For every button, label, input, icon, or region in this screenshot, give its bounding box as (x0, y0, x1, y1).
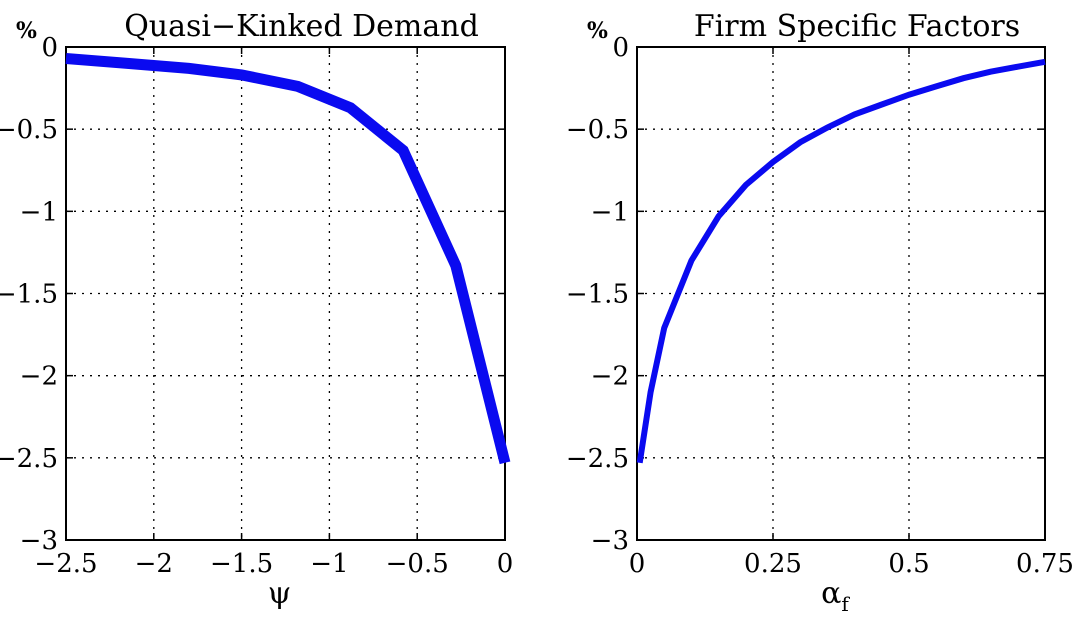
x-axis-label-main: ψ (268, 576, 292, 611)
y-tick-labels: 0 −0.5 −1 −1.5 −2 −2.5 −3 (566, 33, 629, 556)
series-layer (636, 58, 1046, 464)
unit-label: % (587, 18, 608, 44)
y-tick-label: 0 (612, 33, 629, 63)
series-line (636, 58, 1046, 464)
y-tick-label: −0.5 (0, 115, 58, 145)
y-tick-label: −1.5 (566, 280, 629, 310)
grid-lines (66, 47, 505, 540)
x-tick-labels: −2.5 −2 −1.5 −1 −0.5 0 (34, 549, 513, 579)
x-tick-label: −2.5 (34, 549, 97, 579)
x-tick-label: −1 (310, 549, 348, 579)
y-tick-label: −2.5 (566, 444, 629, 474)
x-tick-label: 0 (497, 549, 514, 579)
series-line (65, 53, 511, 465)
y-tick-label: 0 (41, 33, 58, 63)
y-tick-label: −3 (20, 526, 58, 556)
chart-panel-quasi-kinked-demand: 0−0.5−1−1.5−2−2.5−3 −2.5 −2 −1.5 −1 −0.5 0 Qu… (0, 9, 513, 611)
chart-title: Firm Specific Factors (694, 9, 1020, 44)
x-axis-label: ψ (268, 576, 292, 611)
x-tick-label: −0.5 (386, 549, 449, 579)
chart-title: Quasi−Kinked Demand (124, 9, 479, 44)
tick-marks (636, 46, 1046, 541)
x-tick-label: 0.25 (744, 549, 802, 579)
y-tick-label: −1 (20, 197, 58, 227)
x-axis-label: αf (821, 576, 850, 616)
x-tick-label: −2 (135, 549, 173, 579)
tick-marks (65, 46, 506, 541)
x-tick-label: 0.5 (888, 549, 929, 579)
chart-panel-firm-specific-factors: 0 −0.5 −1 −1.5 −2 −2.5 −3 0 0.25 0.5 0.75 Firm Sp… (566, 9, 1074, 616)
x-axis-label-subscript: f (841, 592, 850, 616)
y-tick-label: −1 (591, 197, 629, 227)
y-tick-label: −2.5 (0, 444, 58, 474)
x-tick-label: 0.75 (1016, 549, 1074, 579)
y-tick-label: −2 (20, 362, 58, 392)
y-tick-labels: 0 −0.5 −1 −1.5 −2 −2.5 −3 (0, 33, 58, 556)
y-tick-label: −0.5 (566, 115, 629, 145)
unit-label: % (16, 18, 37, 44)
x-axis-label-main: α (821, 576, 841, 611)
y-tick-label: −2 (591, 362, 629, 392)
y-tick-label: −3 (591, 526, 629, 556)
x-tick-label: −1.5 (210, 549, 273, 579)
x-tick-label: 0 (629, 549, 646, 579)
y-tick-label: −1.5 (0, 280, 58, 310)
x-tick-labels: 0 0.25 0.5 0.75 (629, 549, 1074, 579)
series-layer (65, 53, 511, 465)
